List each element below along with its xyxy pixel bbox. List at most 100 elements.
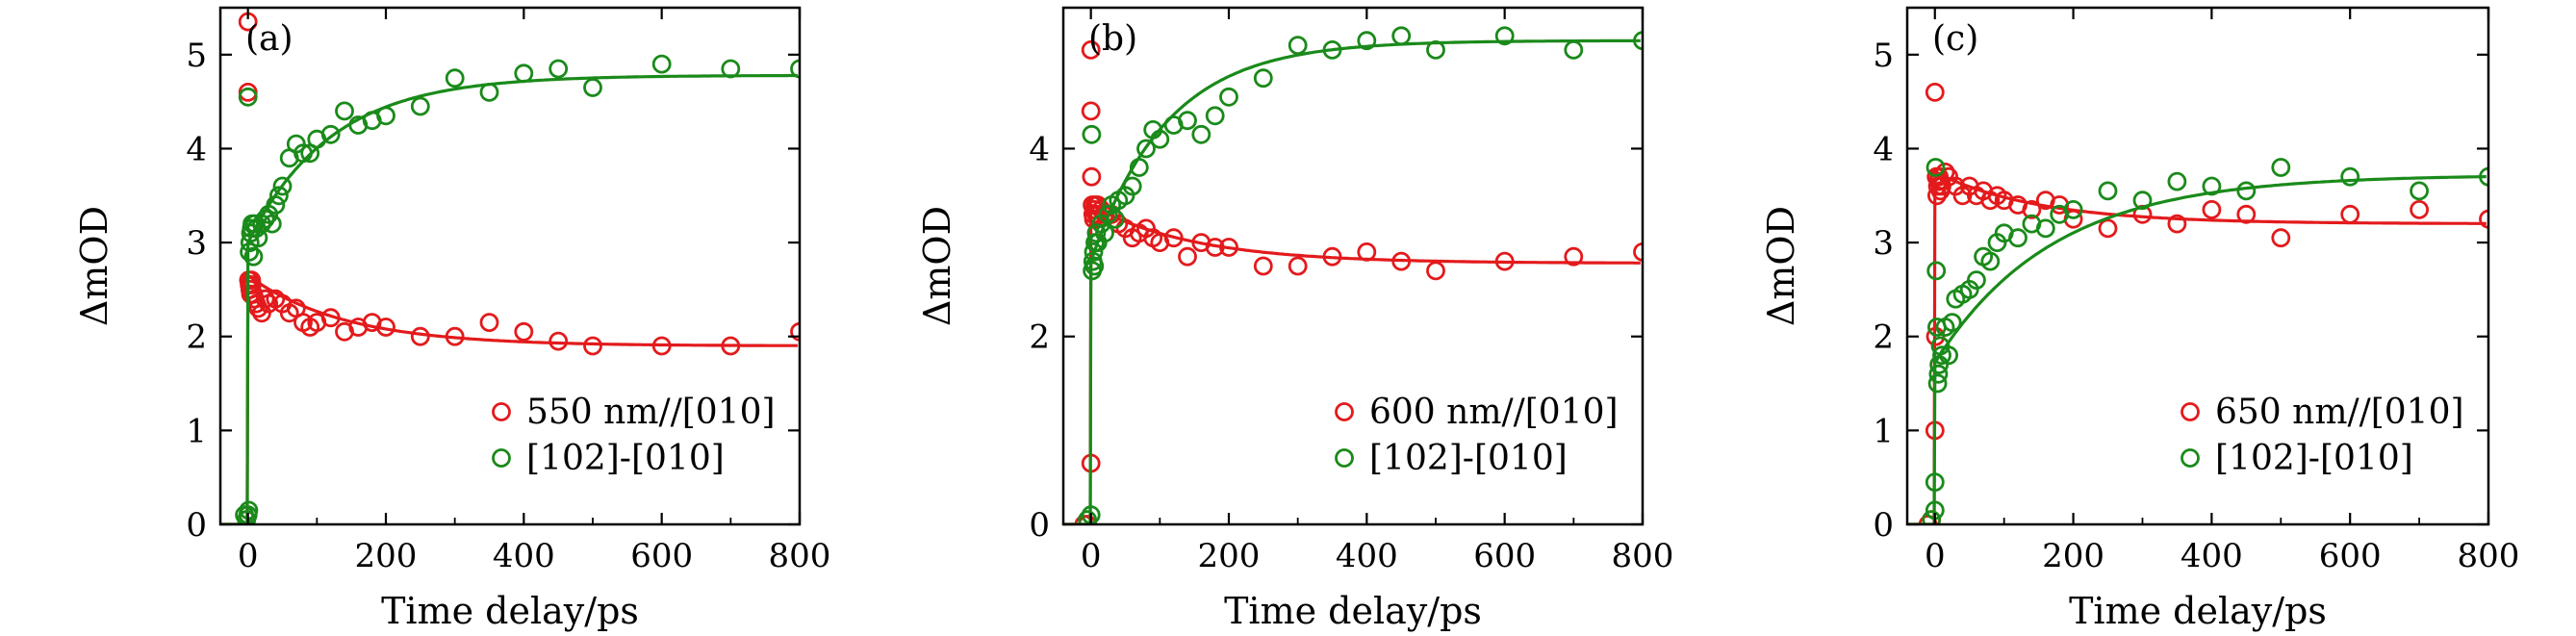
data-point-red: [2022, 199, 2042, 219]
legend-label: [102]-[010]: [1369, 439, 1568, 478]
x-tick-label: 0: [238, 537, 259, 575]
data-point-green: [1426, 40, 1445, 60]
data-point-green: [1633, 31, 1643, 51]
data-point-green: [2410, 181, 2430, 201]
data-point-green: [1357, 31, 1377, 51]
data-point-red: [1078, 515, 1097, 524]
data-point-red: [1633, 242, 1643, 262]
y-axis-title: ΔmOD: [1760, 206, 1802, 326]
data-point-green: [2063, 199, 2083, 219]
data-point-red: [410, 326, 430, 346]
data-point-green: [1095, 223, 1114, 243]
data-point-green: [790, 59, 800, 79]
data-point-green: [1322, 40, 1342, 60]
data-point-red: [548, 331, 569, 351]
data-point-red: [2479, 209, 2488, 229]
data-point-red: [2098, 218, 2118, 239]
data-point-red: [1219, 238, 1238, 257]
data-point-green: [320, 124, 341, 144]
data-point-green: [1494, 26, 1515, 46]
data-point-green: [721, 59, 741, 79]
x-tick-label: 800: [769, 537, 831, 575]
data-point-green: [1086, 223, 1107, 243]
data-point-red: [2271, 228, 2291, 248]
data-point-green: [240, 242, 260, 262]
data-point-green: [1105, 209, 1125, 229]
data-point-red: [583, 336, 602, 356]
x-tick-label: 600: [630, 537, 693, 575]
data-point-red: [1357, 242, 1377, 262]
legend: 550 nm//[010] [102]-[010]: [492, 393, 776, 478]
y-axis-title: ΔmOD: [916, 206, 958, 326]
data-point-green: [335, 101, 354, 121]
data-layer: [1907, 83, 2488, 524]
data-point-green: [1927, 373, 1948, 394]
data-point-green: [1932, 345, 1951, 366]
panel-label: (c): [1932, 19, 1978, 59]
x-tick-label: 0: [1081, 537, 1102, 575]
chart-panel-1: 0 200 400 600 800 0 1 2 3 4 5 Time delay/ps ΔmOD (a) 5…: [73, 6, 831, 632]
data-point-green: [1391, 26, 1412, 46]
data-point-green: [248, 228, 268, 248]
data-point-green: [1136, 139, 1156, 159]
data-point-red: [2167, 214, 2187, 234]
x-tick-label: 200: [1198, 537, 1261, 575]
x-tick-label: 0: [1925, 537, 1946, 575]
legend-label: [102]-[010]: [526, 439, 725, 478]
data-point-red: [1927, 186, 1947, 206]
data-point-green: [2008, 228, 2028, 248]
data-point-green: [479, 83, 499, 102]
data-point-green: [514, 64, 534, 84]
data-point-green: [2340, 166, 2360, 187]
data-point-red: [2410, 199, 2430, 219]
data-point-green: [1253, 68, 1273, 89]
data-point-red: [479, 313, 499, 333]
legend-marker-green: [2181, 448, 2200, 468]
data-point-green: [238, 87, 258, 107]
data-point-green: [1925, 472, 1945, 493]
data-point-green: [1205, 106, 1225, 126]
data-point-green: [548, 59, 569, 79]
plot-frame: [1061, 6, 1645, 526]
data-point-red: [1564, 246, 1584, 267]
panel-label: (b): [1088, 19, 1137, 59]
y-tick-label: 5: [1873, 37, 1894, 75]
data-point-green: [1219, 87, 1238, 107]
plot-frame: [218, 6, 802, 526]
data-point-red: [320, 308, 341, 328]
data-layer: [1063, 26, 1643, 524]
x-axis-title: Time delay/ps: [1224, 590, 1482, 632]
x-tick-label: 200: [355, 537, 418, 575]
y-tick-label: 4: [1029, 130, 1050, 168]
legend-label: 650 nm//[010]: [2215, 393, 2464, 432]
data-point-red: [1925, 83, 1945, 102]
x-tick-label: 400: [493, 537, 555, 575]
legend-label: 600 nm//[010]: [1369, 393, 1619, 432]
data-point-red: [1935, 162, 1955, 182]
data-point-red: [255, 289, 275, 309]
data-point-red: [1081, 101, 1101, 121]
x-axis-title: Time delay/ps: [2069, 590, 2327, 632]
y-tick-label: 5: [186, 37, 207, 75]
data-point-red: [514, 321, 534, 342]
fit-curve-red: [1907, 169, 2487, 524]
data-point-green: [410, 96, 430, 116]
data-point-green: [1922, 510, 1942, 524]
data-point-green: [1084, 256, 1105, 276]
data-point-green: [1150, 129, 1170, 149]
data-point-green: [376, 106, 395, 126]
data-point-red: [2340, 204, 2360, 224]
y-tick-label: 0: [186, 506, 207, 545]
fit-curve-green: [220, 73, 798, 524]
data-point-green: [2098, 181, 2118, 201]
legend: 600 nm//[010] [102]-[010]: [1335, 393, 1619, 478]
data-point-green: [243, 246, 264, 267]
data-point-green: [1191, 124, 1211, 144]
x-tick-label: 800: [1612, 537, 1674, 575]
data-point-green: [1926, 158, 1946, 177]
x-axis-title: Time delay/ps: [381, 590, 639, 632]
data-point-red: [1494, 251, 1515, 271]
plot-frame: [1905, 6, 2490, 526]
data-point-red: [1253, 256, 1273, 276]
data-point-green: [2035, 218, 2055, 239]
